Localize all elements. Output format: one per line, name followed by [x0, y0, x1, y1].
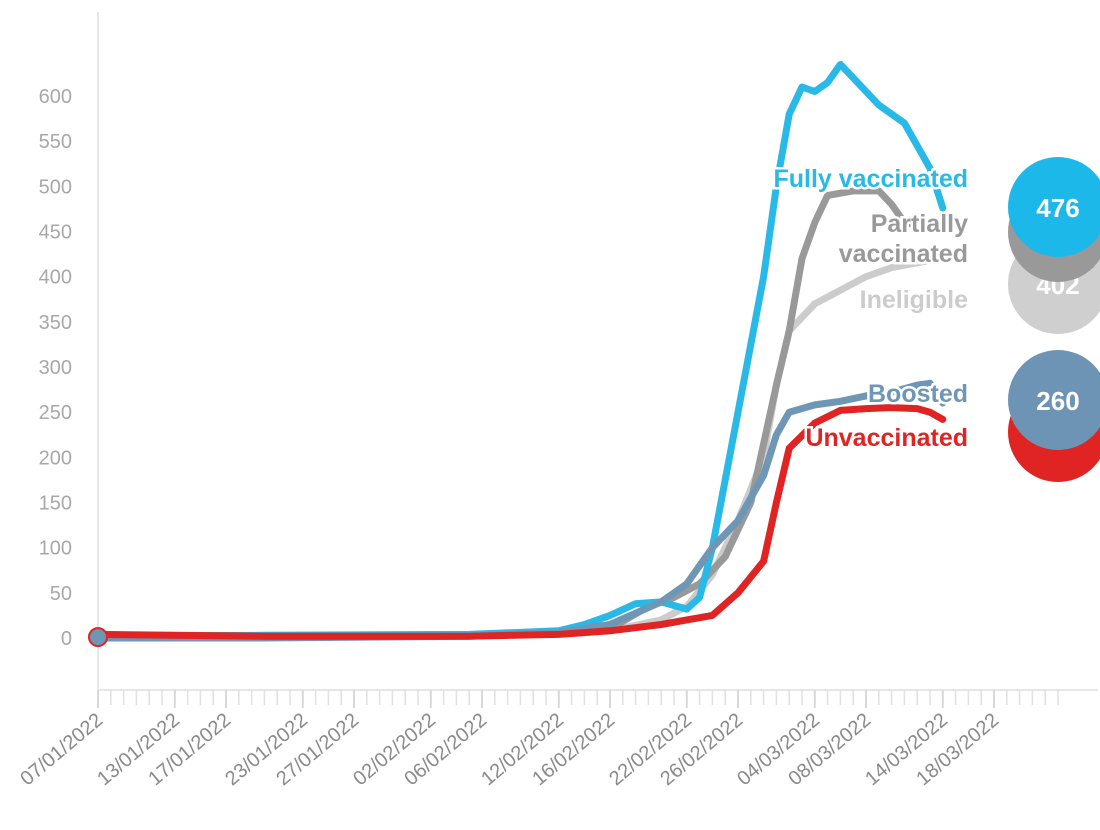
x-tick-label: 07/01/2022: [16, 709, 107, 790]
end-badge-fully-vaccinated: 476: [1008, 157, 1100, 257]
series-line-unvaccinated: [94, 404, 947, 640]
y-tick-label: 400: [39, 267, 72, 289]
y-tick-label: 600: [39, 86, 72, 108]
end-badge-circle: [1008, 350, 1100, 450]
y-tick-label: 350: [39, 312, 72, 334]
series-label-fully-vaccinated: Fully vaccinated: [773, 165, 968, 193]
end-badge-value: 260: [1036, 386, 1079, 416]
end-badge-circle: [1008, 157, 1100, 257]
y-tick-label: 550: [39, 131, 72, 153]
series-label-ineligible: Ineligible: [860, 286, 968, 314]
series-label-partially-vaccinated: Partially: [871, 210, 968, 238]
y-tick-label: 200: [39, 447, 72, 469]
series-label-unvaccinated: Unvaccinated: [805, 424, 968, 452]
y-tick-label: 450: [39, 222, 72, 244]
y-tick-label: 100: [39, 538, 72, 560]
series-start-marker: [88, 627, 108, 648]
series-label-boosted: Boosted: [868, 380, 968, 408]
series-line-fully-vaccinated: [94, 60, 947, 640]
y-tick-label: 250: [39, 402, 72, 424]
y-tick-label: 0: [61, 628, 72, 650]
y-tick-label: 300: [39, 357, 72, 379]
y-tick-label: 500: [39, 176, 72, 198]
end-badge-value: 476: [1036, 193, 1079, 223]
series-line-partially-vaccinated: [94, 187, 934, 640]
end-badge-boosted: 260: [1008, 350, 1100, 450]
y-tick-label: 50: [50, 583, 72, 605]
series-label-partially-vaccinated: vaccinated: [839, 240, 968, 268]
y-tick-label: 150: [39, 493, 72, 515]
series-layer: [88, 60, 947, 648]
